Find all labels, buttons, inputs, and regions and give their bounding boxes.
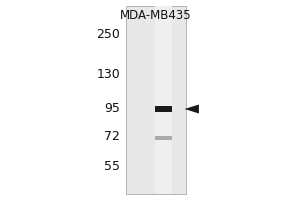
Text: 130: 130 — [96, 68, 120, 82]
Text: 250: 250 — [96, 28, 120, 42]
Text: 55: 55 — [104, 160, 120, 173]
Bar — [155, 106, 172, 112]
Text: 72: 72 — [104, 130, 120, 144]
Text: MDA-MB435: MDA-MB435 — [120, 9, 192, 22]
Bar — [126, 6, 186, 194]
Polygon shape — [184, 104, 199, 114]
Text: 95: 95 — [104, 102, 120, 116]
Bar — [155, 136, 172, 140]
Bar — [155, 6, 172, 194]
